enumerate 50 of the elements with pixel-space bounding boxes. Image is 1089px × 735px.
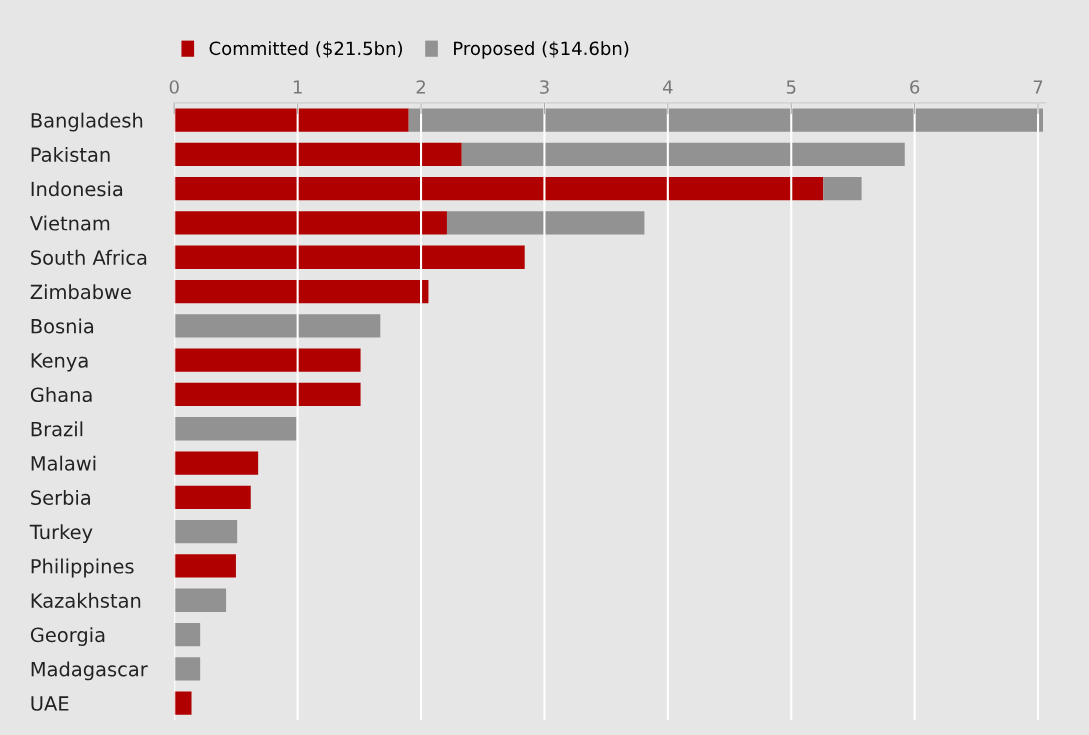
bar [174,108,409,132]
y-tick-label: Kazakhstan [31,592,141,608]
y-tick-label: South Africa [31,249,147,265]
bar [461,142,905,167]
bar [174,691,192,715]
x-tick-label: 3 [540,80,549,94]
bar [174,279,429,304]
x-tick-label: 6 [910,80,920,94]
legend-label: Proposed ($14.6bn) [454,41,629,59]
bar [174,451,259,475]
y-tick-label: Indonesia [31,181,123,197]
y-tick-label: Bangladesh [31,112,143,132]
x-tick-label: 2 [416,80,425,94]
bar [174,588,227,612]
y-tick-label: UAE [31,696,69,711]
y-tick-label: Bosnia [31,318,94,334]
y-tick-label: Kenya [31,353,88,372]
bar [174,657,201,681]
bar [408,108,1043,132]
y-tick-label: Philippines [31,558,134,578]
x-tick-label: 4 [662,80,673,94]
y-tick-label: Madagascar [31,661,148,681]
bar [174,417,297,441]
bar [174,485,251,510]
y-tick-label: Georgia [30,627,105,646]
y-tick-label: Turkey [29,524,93,544]
bar [823,176,862,201]
bar [174,314,381,338]
y-tick-label: Malawi [31,455,96,471]
y-tick-label: Zimbabwe [30,284,131,300]
x-tick-label: 7 [1033,80,1043,94]
bar [446,211,645,235]
bar [174,176,824,201]
x-tick-label: 5 [786,80,796,94]
bar [174,211,447,235]
y-tick-label: Brazil [31,421,83,437]
bar [174,348,361,372]
bar [174,382,361,407]
legend-label: Committed ($21.5bn) [209,41,402,58]
bar [174,245,525,269]
y-tick-label: Pakistan [31,146,110,163]
bar [174,622,201,647]
y-tick-label: Vietnam [29,215,110,231]
bar [174,554,236,578]
y-tick-label: Serbia [31,489,90,506]
x-tick-label: 1 [293,80,302,94]
bar [174,519,238,544]
bar [174,142,462,167]
y-tick-label: Ghana [30,387,92,403]
x-tick-label: 0 [169,80,179,94]
